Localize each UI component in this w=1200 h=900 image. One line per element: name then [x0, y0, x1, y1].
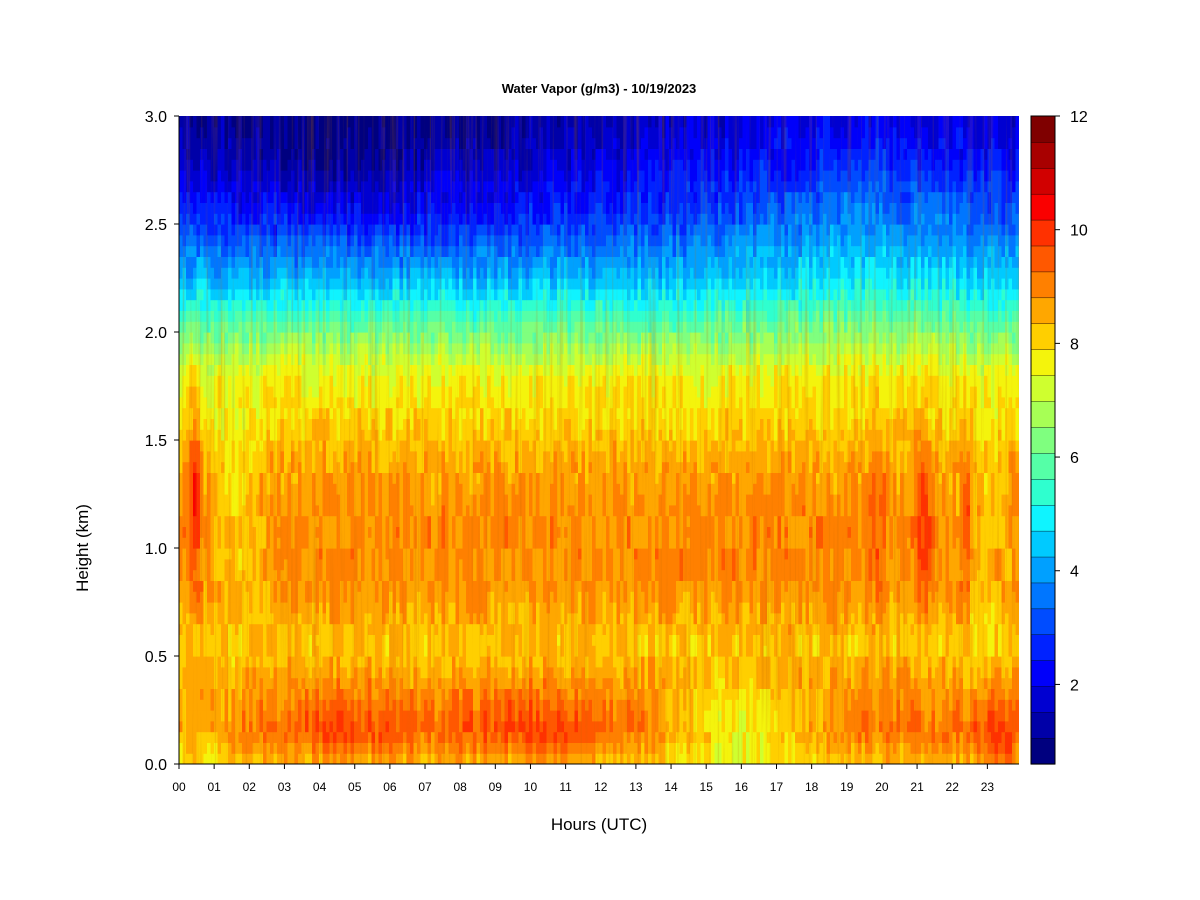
heatmap-plot-area — [179, 116, 1019, 764]
chart-title: Water Vapor (g/m3) - 10/19/2023 — [502, 81, 697, 96]
